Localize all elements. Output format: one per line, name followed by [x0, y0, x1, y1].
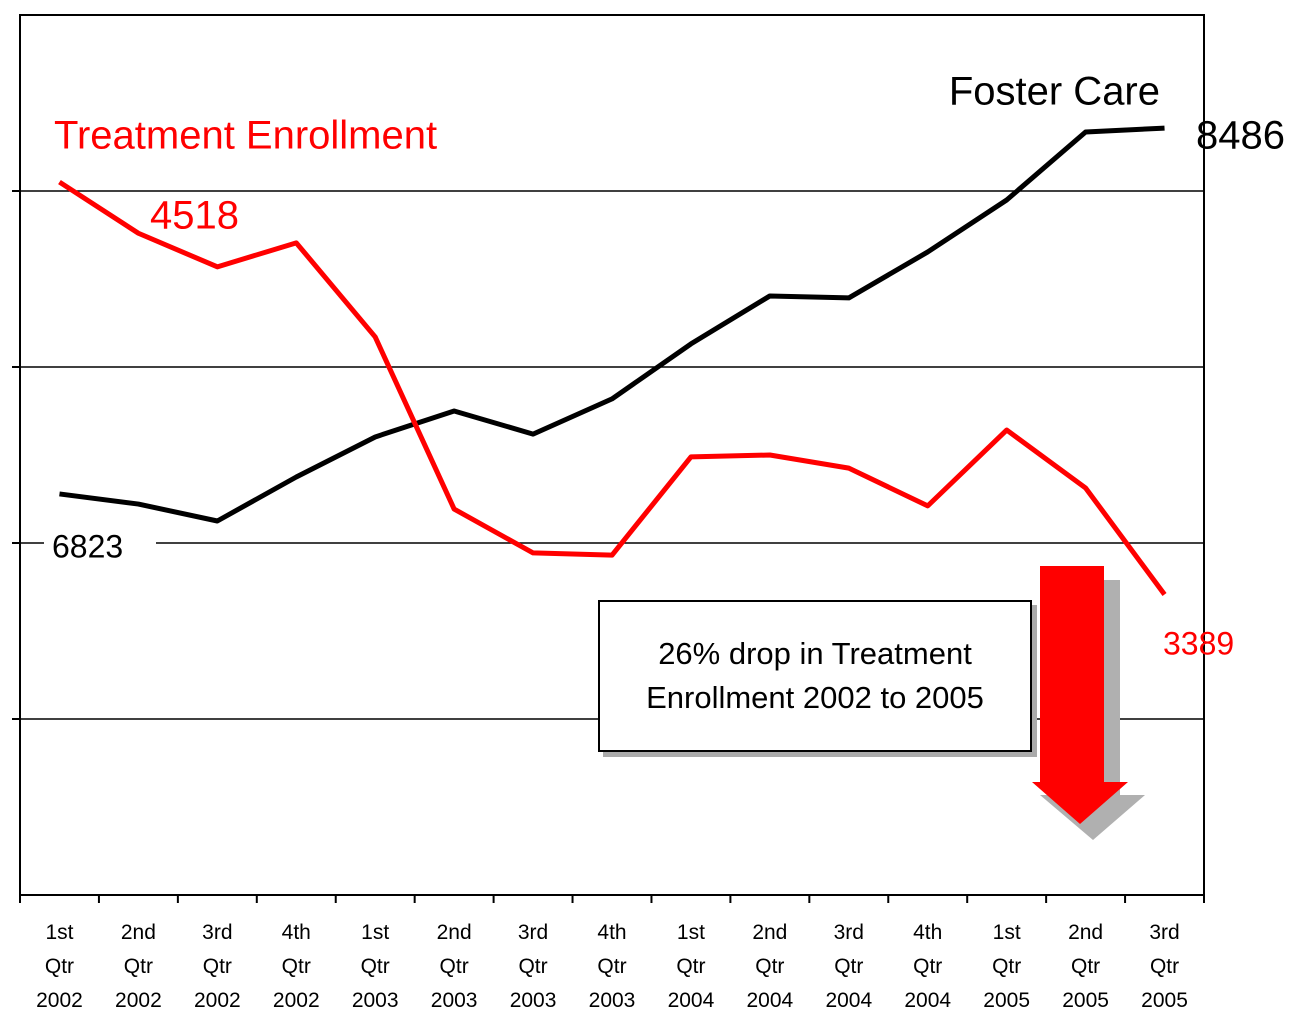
x-tick-label: 2nd Qtr 2005 [1062, 921, 1109, 1012]
x-tick-label: 1st Qtr 2003 [351, 921, 399, 1012]
label-bg [44, 530, 156, 566]
x-tick-label: 3rd Qtr 2003 [509, 921, 557, 1012]
x-tick-label: 3rd Qtr 2005 [1141, 921, 1188, 1012]
x-tick-label: 2nd Qtr 2002 [115, 921, 162, 1012]
x-tick-label: 3rd Qtr 2002 [193, 921, 241, 1012]
data-label: 4518 [150, 194, 239, 238]
plot-frame [19, 14, 1205, 896]
x-tick-label: 4th Qtr 2004 [904, 921, 952, 1012]
grid [12, 190, 1205, 903]
lines [58, 125, 1167, 597]
data-label: 8486 [1196, 114, 1285, 158]
drop-arrow [1032, 566, 1128, 824]
x-tick-label: 1st Qtr 2004 [667, 921, 715, 1012]
series-label: Foster Care [949, 70, 1160, 114]
x-tick-label: 2nd Qtr 2003 [430, 921, 478, 1012]
series-label: Treatment Enrollment [54, 114, 437, 158]
x-tick-label: 4th Qtr 2003 [588, 921, 636, 1012]
x-tick-label: 1st Qtr 2005 [983, 921, 1031, 1012]
x-tick-label: 2nd Qtr 2004 [746, 921, 794, 1012]
annotation: 26% drop in Treatment Enrollment 2002 to… [598, 600, 1032, 752]
x-tick-label: 4th Qtr 2002 [272, 921, 320, 1012]
x-tick-label: 3rd Qtr 2004 [825, 921, 873, 1012]
data-label: 3389 [1163, 625, 1234, 661]
data-label: 6823 [52, 528, 123, 564]
series-line [58, 179, 1167, 597]
x-tick-label: 1st Qtr 2002 [36, 921, 83, 1012]
series-line [59, 125, 1165, 524]
